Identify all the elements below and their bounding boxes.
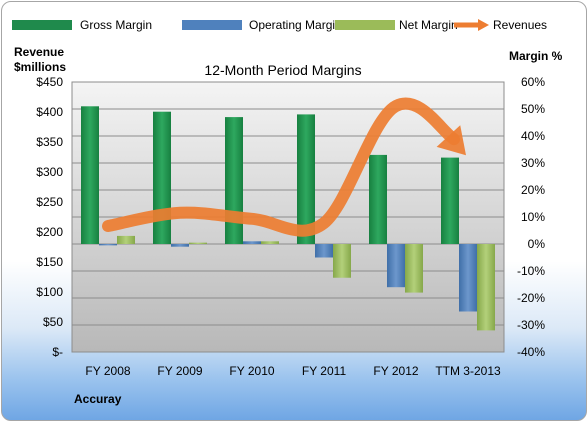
left-axis-title-line1: Revenue: [14, 45, 64, 59]
right-tick-label: 30%: [521, 156, 545, 170]
gridlines: [72, 108, 504, 326]
right-tick-label: 20%: [521, 183, 545, 197]
category-label: FY 2010: [229, 364, 274, 378]
legend-arrow-revenues: [478, 19, 489, 31]
right-tick-label: -40%: [517, 345, 545, 359]
legend-swatch-net-margin: [335, 20, 395, 30]
bar-net-margin-3: [333, 244, 351, 278]
right-tick-label: -10%: [517, 264, 545, 278]
legend-swatch-gross-margin: [12, 20, 72, 30]
bar-net-margin-1: [189, 242, 207, 244]
left-tick-label: $50: [43, 315, 63, 329]
right-tick-label: 40%: [521, 129, 545, 143]
right-tick-label: 50%: [521, 102, 545, 116]
category-label: FY 2008: [85, 364, 130, 378]
bar-net-margin-2: [261, 241, 279, 244]
left-tick-label: $100: [36, 285, 63, 299]
legend: Gross Margin Operating Margin Net Margin…: [12, 18, 547, 32]
revenue-series: [102, 97, 469, 237]
bar-operating-margin-4: [387, 244, 405, 288]
left-tick-label: $400: [36, 105, 63, 119]
left-tick-label: $250: [36, 195, 63, 209]
left-axis-title-line2: $millions: [14, 60, 66, 74]
bar-net-margin-5: [477, 244, 495, 331]
left-tick-label: $350: [36, 135, 63, 149]
category-label: TTM 3-2013: [435, 364, 501, 378]
right-tick-label: -30%: [517, 318, 545, 332]
company-label: Accuray: [74, 392, 122, 406]
bar-gross-margin-0: [81, 106, 99, 244]
category-label: FY 2012: [373, 364, 418, 378]
bar-gross-margin-4: [369, 154, 387, 244]
bar-gross-margin-5: [441, 157, 459, 244]
category-label: FY 2009: [157, 364, 202, 378]
right-axis-title: Margin %: [509, 49, 563, 63]
legend-item-gross-margin: Gross Margin: [12, 18, 152, 32]
right-tick-label: -20%: [517, 291, 545, 305]
right-tick-label: 10%: [521, 210, 545, 224]
legend-item-revenues: Revenues: [454, 18, 547, 32]
bar-gross-margin-1: [153, 111, 171, 244]
right-tick-label: 60%: [521, 75, 545, 89]
bar-operating-margin-1: [171, 244, 189, 247]
right-axis: -40% -30% -20% -10% 0% 10% 20% 30% 40% 50% 60%: [517, 75, 545, 359]
left-tick-label: $200: [36, 225, 63, 239]
bar-operating-margin-0: [99, 244, 117, 246]
bar-operating-margin-3: [315, 244, 333, 258]
left-tick-label: $450: [36, 75, 63, 89]
chart-title: 12-Month Period Margins: [204, 62, 361, 78]
legend-swatch-operating-margin: [182, 20, 242, 30]
left-axis: $- $50 $100 $150 $200 $250 $300 $350 $400 $450: [36, 75, 63, 359]
left-tick-label: $150: [36, 255, 63, 269]
bar-operating-margin-2: [243, 241, 261, 244]
category-axis: FY 2008 FY 2009 FY 2010 FY 2011 FY 2012 TTM 3…: [85, 364, 501, 378]
bar-operating-margin-5: [459, 244, 477, 312]
legend-item-operating-margin: Operating Margin: [182, 18, 342, 32]
right-tick-label: 0%: [528, 237, 546, 251]
legend-label-revenues: Revenues: [493, 18, 547, 32]
bar-gross-margin-3: [297, 114, 315, 245]
revenues-arrowhead: [436, 125, 466, 156]
legend-label-net-margin: Net Margin: [399, 18, 458, 32]
left-tick-label: $-: [52, 345, 63, 359]
bar-net-margin-4: [405, 244, 423, 293]
left-tick-label: $300: [36, 165, 63, 179]
bar-net-margin-0: [117, 235, 135, 244]
legend-label-gross-margin: Gross Margin: [80, 18, 152, 32]
bar-gross-margin-2: [225, 117, 243, 244]
legend-item-net-margin: Net Margin: [335, 18, 458, 32]
legend-label-operating-margin: Operating Margin: [249, 18, 342, 32]
category-label: FY 2011: [302, 364, 347, 378]
